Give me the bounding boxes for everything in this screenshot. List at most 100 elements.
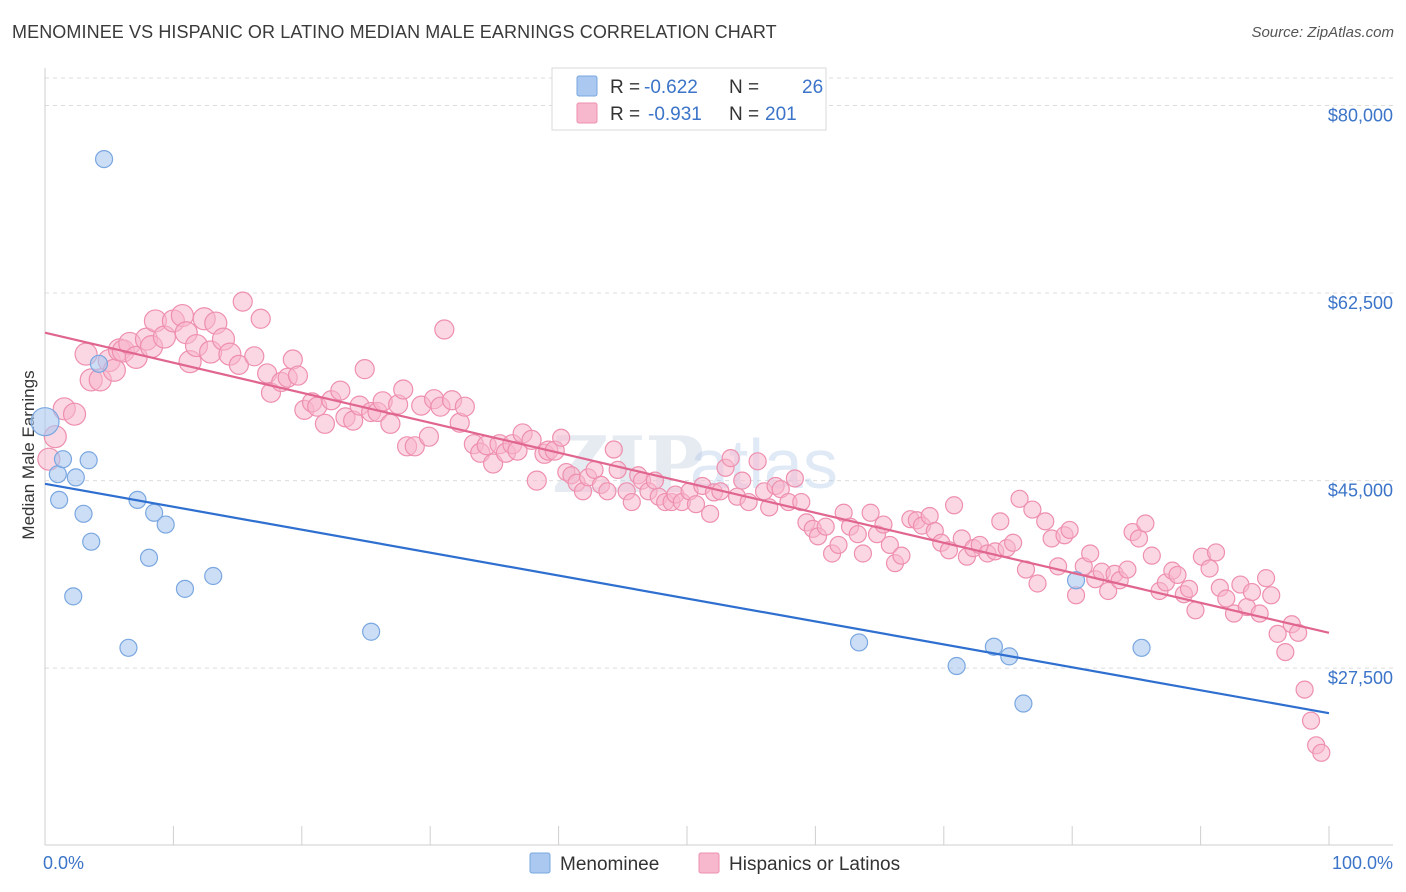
legend-n-value-2: 201 xyxy=(765,104,797,125)
hispanic-point xyxy=(848,525,867,544)
menominee-points xyxy=(30,149,1151,713)
trend-lines xyxy=(44,331,1330,715)
y-tick-label: $27,500 xyxy=(1328,668,1393,688)
menominee-point xyxy=(50,490,69,510)
legend-n-label-2: N = xyxy=(729,104,759,125)
hispanic-point xyxy=(62,402,87,426)
menominee-point xyxy=(139,548,159,567)
y-tick-label: $45,000 xyxy=(1328,481,1393,501)
hispanic-point xyxy=(604,440,623,459)
hispanic-point xyxy=(1301,711,1321,730)
hispanic-point xyxy=(287,365,309,386)
hispanic-point xyxy=(721,449,740,468)
hispanic-point xyxy=(853,544,873,563)
hispanic-point xyxy=(434,319,455,340)
hispanic-point xyxy=(393,379,414,400)
hispanic-point xyxy=(1129,529,1149,548)
hispanic-point xyxy=(748,452,767,471)
menominee-point xyxy=(82,532,101,551)
correlation-legend: R = -0.622 N = 26 R = -0.931 N = 201 xyxy=(551,67,827,131)
hispanic-point xyxy=(1099,581,1118,601)
menominee-point xyxy=(947,656,966,676)
legend-r-value-2: -0.931 xyxy=(648,104,702,125)
bottom-legend-hispanic: Hispanics or Latinos xyxy=(729,854,900,875)
hispanic-point xyxy=(1268,624,1287,643)
bottom-legend-swatch-hispanic xyxy=(698,852,720,874)
hispanic-point xyxy=(686,495,706,514)
menominee-point xyxy=(64,587,83,606)
hispanic-point xyxy=(1242,582,1262,602)
menominee-point xyxy=(30,407,60,437)
legend-n-label-1: N = xyxy=(729,77,759,98)
hispanic-point xyxy=(785,469,804,488)
hispanic-point xyxy=(622,492,641,512)
hispanic-point xyxy=(526,470,547,491)
hispanic-point xyxy=(1262,586,1281,605)
hispanic-point xyxy=(1168,565,1187,585)
hispanic-point xyxy=(232,291,253,312)
y-tick-label: $62,500 xyxy=(1328,293,1393,313)
hispanic-point xyxy=(733,471,752,490)
x-tick-label-start: 0.0% xyxy=(43,853,84,873)
y-tick-labels: $27,500 $45,000 $62,500 $80,000 xyxy=(1328,106,1393,689)
hispanic-point xyxy=(1312,743,1331,762)
menominee-point xyxy=(1014,694,1033,713)
menominee-trend-line xyxy=(44,482,1330,715)
menominee-point xyxy=(53,450,73,469)
x-tick-label-end: 100.0% xyxy=(1332,853,1393,873)
hispanic-point xyxy=(1289,623,1308,642)
hispanic-point xyxy=(418,426,440,447)
hispanic-point xyxy=(1276,642,1295,662)
hispanic-point xyxy=(1028,574,1047,593)
hispanic-point xyxy=(1295,680,1314,699)
hispanic-point xyxy=(1036,512,1055,531)
hispanic-point xyxy=(1200,559,1219,578)
hispanic-point xyxy=(1048,557,1068,576)
source-note: Source: ZipAtlas.com xyxy=(1251,24,1394,41)
menominee-point xyxy=(849,633,869,652)
menominee-point xyxy=(74,504,93,523)
hispanic-point xyxy=(1118,560,1137,579)
grid-lines xyxy=(45,77,1393,669)
legend-swatch-hispanic xyxy=(576,102,598,124)
menominee-point xyxy=(94,149,114,169)
hispanic-point xyxy=(598,482,617,501)
menominee-point xyxy=(1132,638,1151,657)
hispanic-point xyxy=(1136,514,1155,533)
hispanic-point xyxy=(1004,533,1023,552)
hispanic-point xyxy=(1060,520,1079,540)
legend-swatch-menominee xyxy=(576,75,598,97)
hispanic-point xyxy=(354,359,375,380)
hispanic-point xyxy=(880,535,899,555)
hispanic-point xyxy=(701,504,720,523)
hispanic-point xyxy=(1142,546,1161,565)
hispanic-point xyxy=(991,512,1010,531)
x-tick-marks xyxy=(44,826,1330,845)
menominee-point xyxy=(175,579,195,598)
bottom-legend-menominee: Menominee xyxy=(560,854,659,875)
hispanic-point xyxy=(250,308,271,329)
series-legend: Menominee Hispanics or Latinos xyxy=(529,852,900,875)
hispanic-point xyxy=(552,428,571,447)
hispanic-point xyxy=(816,517,835,536)
legend-r-value-1: -0.622 xyxy=(644,77,698,98)
menominee-point xyxy=(89,354,109,373)
hispanic-point xyxy=(330,380,351,401)
hispanic-point xyxy=(608,460,627,479)
hispanic-point xyxy=(404,436,425,457)
hispanic-point xyxy=(861,503,880,522)
hispanic-point xyxy=(829,535,848,555)
hispanic-point xyxy=(1010,489,1029,508)
bottom-legend-swatch-menominee xyxy=(529,852,551,874)
hispanic-point xyxy=(380,413,401,434)
hispanic-point xyxy=(1179,579,1199,598)
legend-r-label-1: R = xyxy=(610,77,640,98)
hispanic-point xyxy=(1256,569,1276,588)
hispanic-point xyxy=(454,396,475,417)
hispanic-point xyxy=(244,346,265,367)
hispanic-point xyxy=(892,546,911,565)
menominee-point xyxy=(1066,571,1086,590)
menominee-point xyxy=(362,622,381,641)
hispanic-point xyxy=(1217,589,1236,608)
